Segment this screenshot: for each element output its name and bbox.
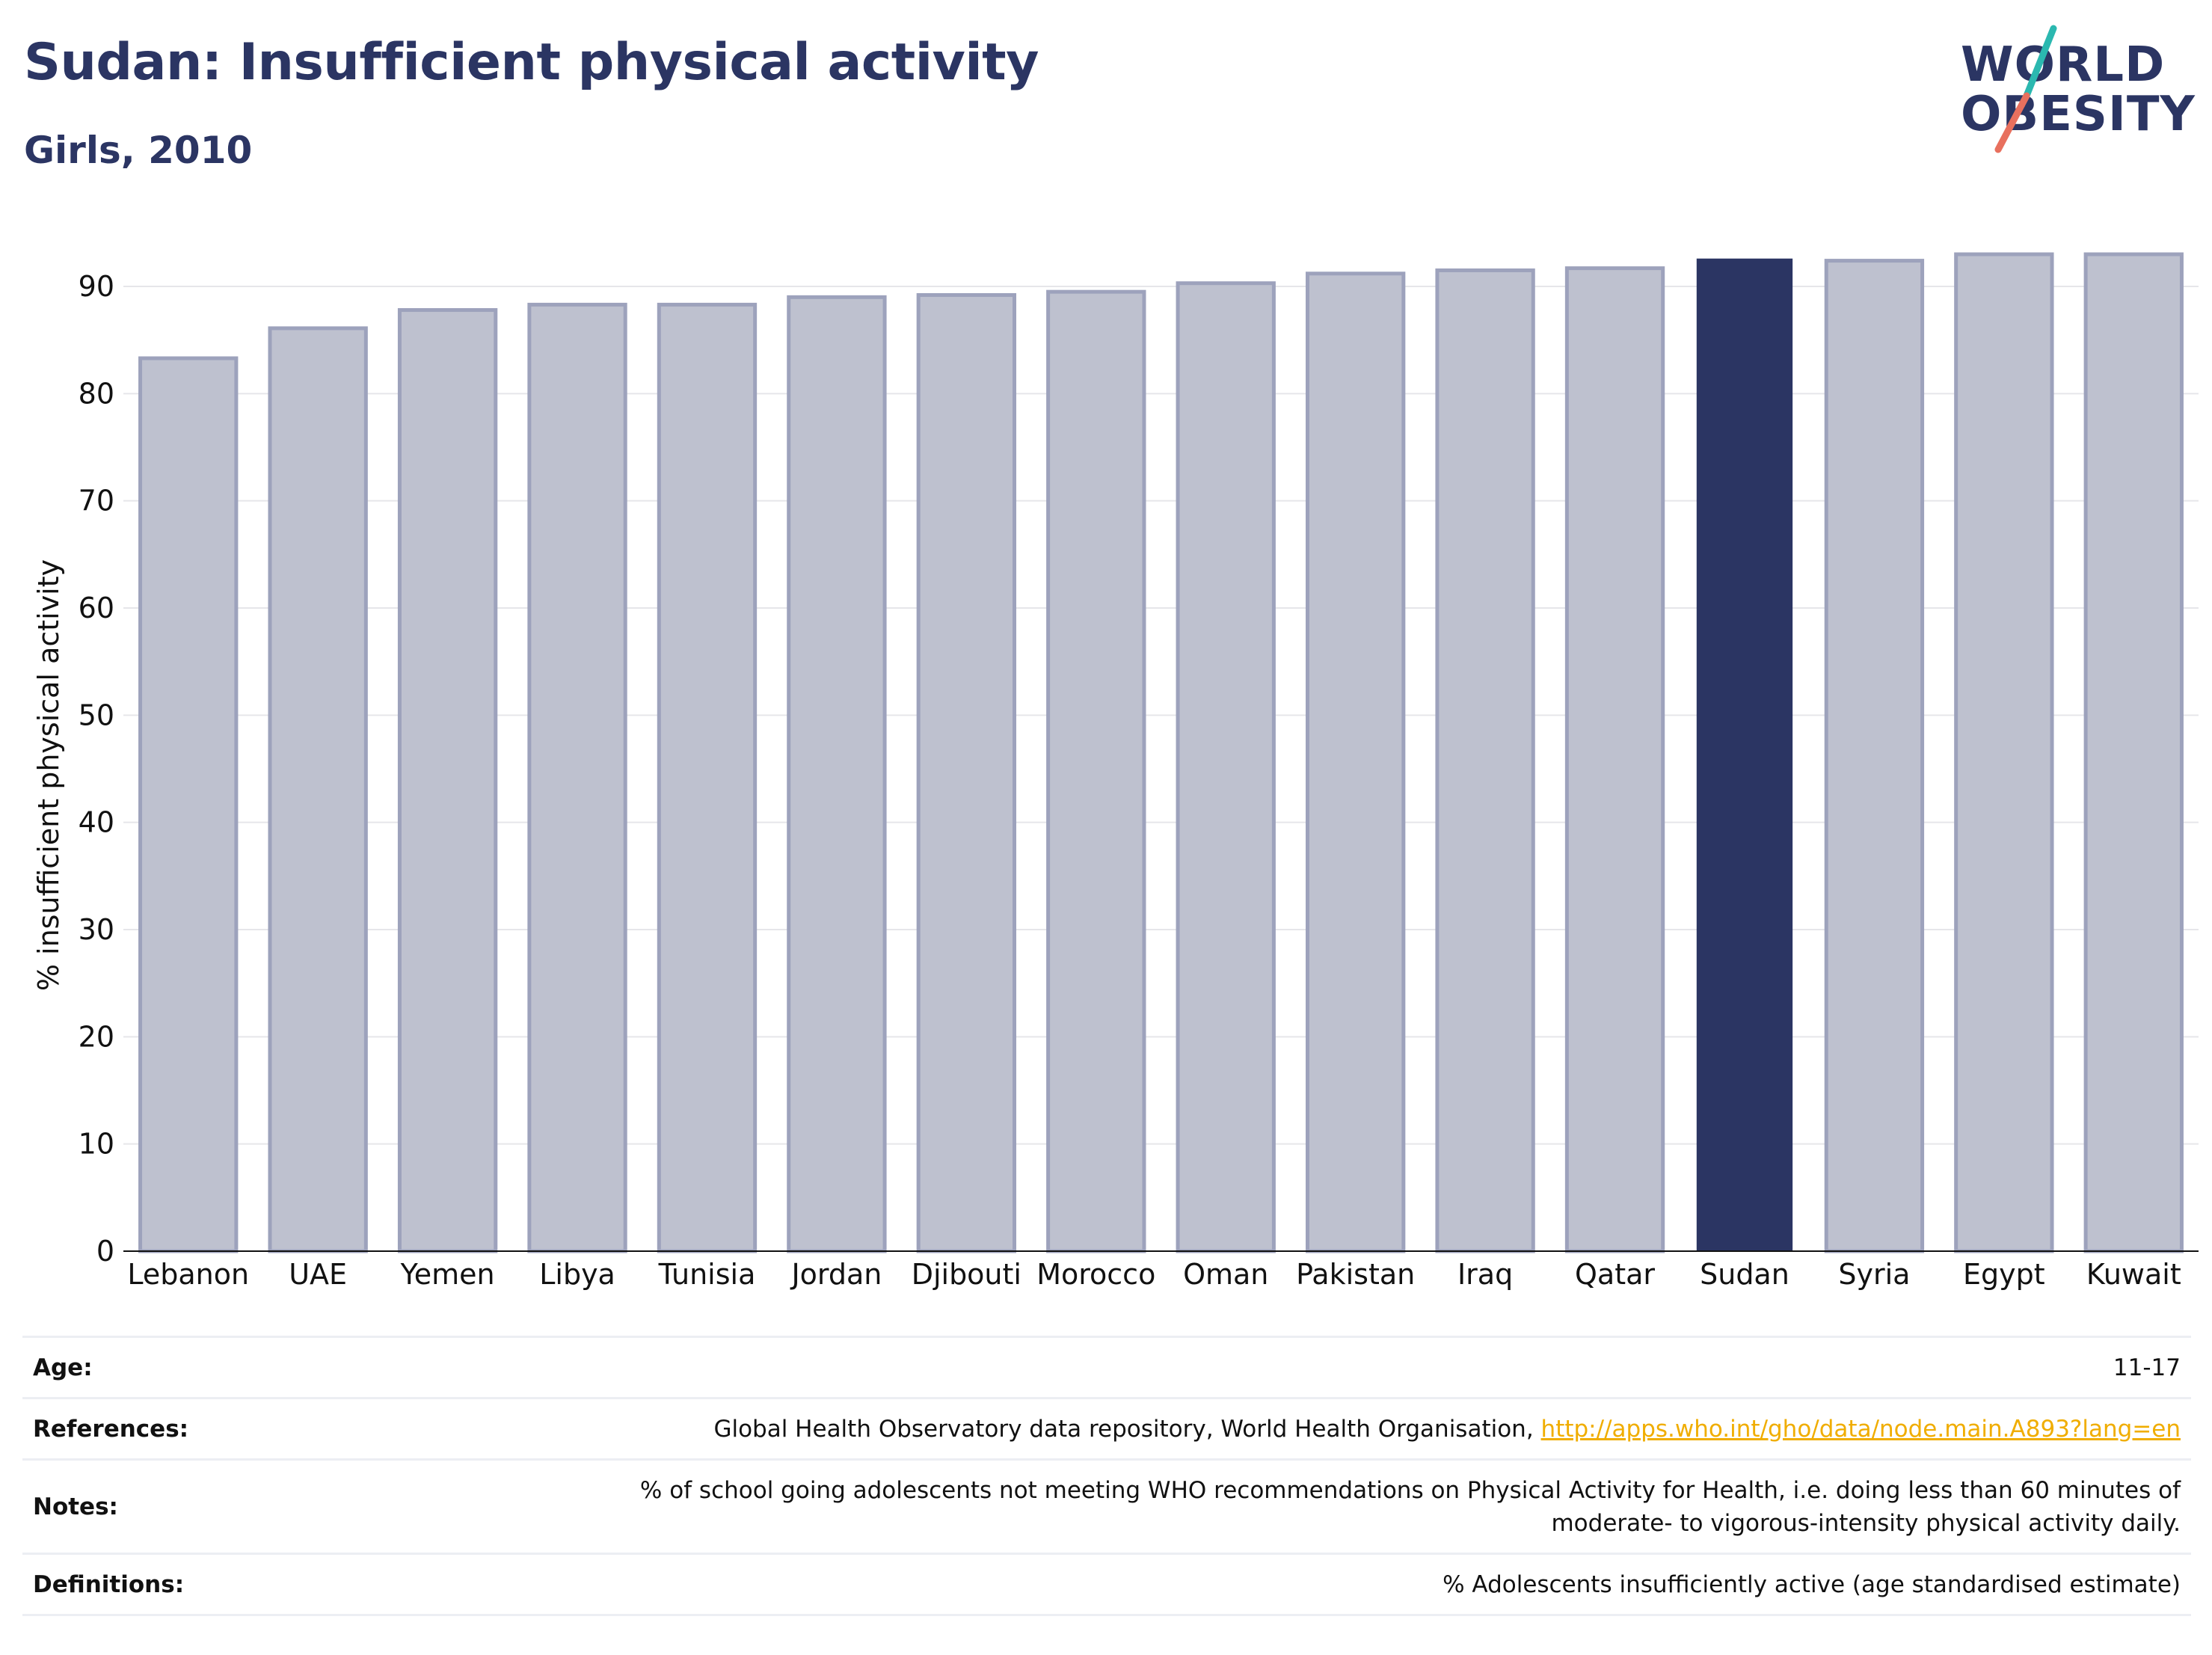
y-tick-label: 90 [79,270,114,303]
info-row-definitions: Definitions: % Adolescents insufficientl… [22,1553,2191,1616]
references-value: Global Health Observatory data repositor… [268,1397,2191,1460]
x-tick-label: Iraq [1457,1258,1513,1291]
logo-line-2: OBESITY [1961,87,2196,142]
bar-chart: 0 10 20 30 40 50 60 70 80 90 Lebanon UAE Yemen Libya… [32,252,2199,1291]
bar-lebanon [138,356,239,1253]
bar-uae [268,326,368,1253]
x-tick-label: Pakistan [1296,1258,1415,1291]
page-title: Sudan: Insufficient physical activity [24,33,1039,92]
bars [138,252,2184,1253]
world-obesity-logo: WORLD OBESITY [1944,21,2199,156]
bar-yemen [397,308,498,1253]
x-tick-label: Oman [1183,1258,1268,1291]
bar-djibouti [916,292,1017,1253]
info-row-notes: Notes: % of school going adolescents not… [22,1458,2191,1554]
age-value: 11-17 [268,1336,2191,1398]
y-tick-label: 70 [79,485,114,518]
x-tick-label: Egypt [1963,1258,2045,1291]
bar-sudan [1696,258,1793,1251]
bar-syria [1824,259,1925,1253]
x-tick-label: Jordan [790,1258,882,1291]
page-subtitle: Girls, 2010 [24,129,253,172]
x-tick-label: Djibouti [912,1258,1021,1291]
x-tick-label: Kuwait [2086,1258,2181,1291]
definitions-value: % Adolescents insufficiently active (age… [268,1553,2191,1616]
x-tick-label: Lebanon [127,1258,249,1291]
x-axis-ticks: Lebanon UAE Yemen Libya Tunisia Jordan Djibout… [127,1258,2181,1291]
y-tick-label: 30 [79,913,114,946]
x-tick-label: Libya [539,1258,615,1291]
notes-label: Notes: [22,1458,268,1554]
definitions-label: Definitions: [22,1553,268,1616]
bar-morocco [1046,289,1146,1253]
bar-qatar [1564,266,1665,1253]
bar-jordan [787,295,887,1253]
bar-iraq [1435,268,1535,1253]
references-text: Global Health Observatory data repositor… [713,1415,1541,1443]
notes-value: % of school going adolescents not meetin… [268,1458,2191,1554]
logo-line-1: WORLD [1961,37,2166,93]
notes-line-1: % of school going adolescents not meetin… [639,1476,2181,1504]
info-row-age: Age: 11-17 [22,1336,2191,1398]
x-tick-label: Morocco [1036,1258,1155,1291]
x-tick-label: Sudan [1700,1258,1789,1291]
x-tick-label: Syria [1838,1258,1910,1291]
logo-slash-icon [1994,25,2057,153]
info-row-references: References: Global Health Observatory da… [22,1397,2191,1460]
bar-oman [1176,281,1276,1253]
bar-kuwait [2083,252,2184,1253]
x-tick-label: Tunisia [658,1258,756,1291]
y-axis-title: % insufficient physical activity [32,559,65,991]
y-tick-label: 20 [79,1020,114,1053]
y-axis-ticks: 0 10 20 30 40 50 60 70 80 90 [79,270,114,1268]
y-tick-label: 80 [79,377,114,410]
bar-libya [527,302,627,1253]
references-link[interactable]: http://apps.who.int/gho/data/node.main.A… [1540,1415,2181,1443]
references-label: References: [22,1397,268,1460]
info-table: Age: 11-17 References: Global Health Obs… [22,1336,2191,1616]
bar-egypt [1954,252,2054,1253]
notes-line-2: moderate- to vigorous-intensity physical… [1551,1509,2181,1537]
bar-tunisia [657,302,758,1253]
y-tick-label: 40 [79,806,114,839]
age-label: Age: [22,1336,268,1398]
y-tick-label: 50 [79,698,114,731]
x-tick-label: Qatar [1575,1258,1655,1291]
y-tick-label: 60 [79,592,114,624]
x-tick-label: Yemen [400,1258,495,1291]
x-tick-label: UAE [289,1258,347,1291]
bar-pakistan [1305,271,1406,1253]
y-tick-label: 10 [79,1128,114,1161]
y-tick-label: 0 [96,1235,114,1268]
